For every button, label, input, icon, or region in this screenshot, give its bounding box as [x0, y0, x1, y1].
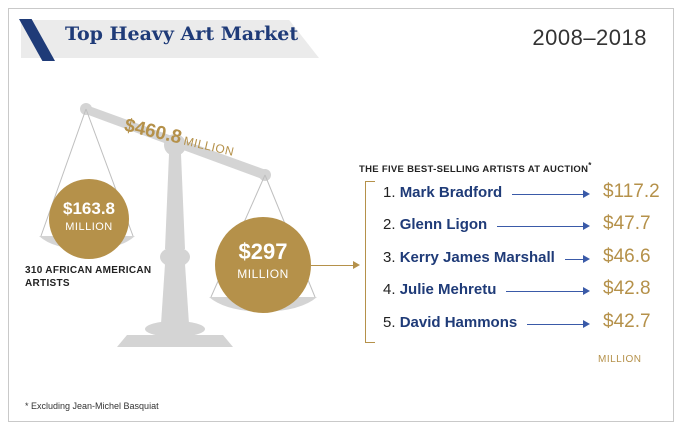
- artist-rank: 4.: [383, 281, 396, 298]
- row-arrow-line: [497, 226, 583, 227]
- left-pan-value-circle: $163.8 MILLION: [49, 179, 129, 259]
- artist-value: $117.2: [603, 181, 660, 202]
- scale-base-top: [145, 321, 205, 337]
- arrow-right-icon: [583, 190, 590, 198]
- scale-stem: [161, 264, 189, 324]
- artist-value: $47.7: [603, 213, 651, 234]
- scale-beam: [83, 106, 266, 179]
- artist-name: 1. Mark Bradford: [383, 184, 502, 201]
- table-row: 2. Glenn Ligon $47.7: [383, 213, 663, 237]
- artist-name: 2. Glenn Ligon: [383, 216, 487, 233]
- scale-post-knob: [160, 247, 190, 267]
- row-arrow-line: [565, 259, 583, 260]
- artist-name-text: Mark Bradford: [399, 184, 503, 201]
- artist-name: 4. Julie Mehretu: [383, 281, 496, 298]
- footnote-marker: *: [588, 161, 592, 170]
- table-row: 3. Kerry James Marshall $46.6: [383, 246, 663, 270]
- scale-string-left-a: [40, 108, 87, 237]
- infographic-card: Top Heavy Art Market 2008–2018: [8, 8, 674, 422]
- table-row: 1. Mark Bradford $117.2: [383, 181, 663, 205]
- left-pan-unit: MILLION: [65, 221, 113, 233]
- connector-line: [311, 265, 357, 266]
- year-range: 2008–2018: [532, 25, 647, 50]
- arrow-right-icon: [583, 222, 590, 230]
- african-american-artists-label: 310 AFRICAN AMERICAN ARTISTS: [25, 265, 152, 289]
- right-pan-value-circle: $297 MILLION: [215, 217, 311, 313]
- scale-base-foot: [117, 335, 233, 347]
- table-row: 4. Julie Mehretu $42.8: [383, 278, 663, 302]
- row-arrow-line: [506, 291, 583, 292]
- list-title: THE FIVE BEST-SELLING ARTISTS AT AUCTION…: [359, 161, 592, 176]
- artist-name-text: David Hammons: [399, 314, 518, 331]
- arrow-right-icon: [583, 287, 590, 295]
- row-arrow-line: [512, 194, 583, 195]
- unit-label: MILLION: [598, 354, 642, 365]
- table-row: 5. David Hammons $42.7: [383, 311, 663, 335]
- title-banner: [21, 20, 319, 58]
- page-title: Top Heavy Art Market: [65, 23, 299, 45]
- artist-rank: 3.: [383, 249, 396, 266]
- artist-name: 3. Kerry James Marshall: [383, 249, 555, 266]
- scale-post: [165, 154, 185, 249]
- left-pan-amount: $163.8: [63, 199, 115, 218]
- artist-value: $42.8: [603, 278, 651, 299]
- right-pan-amount: $297: [238, 239, 288, 264]
- arrow-right-icon: [583, 255, 590, 263]
- arrow-right-icon: [583, 320, 590, 328]
- artist-rank: 5.: [383, 314, 396, 331]
- row-arrow-line: [527, 324, 583, 325]
- artist-rank: 2.: [383, 216, 396, 233]
- footnote: * Excluding Jean-Michel Basquiat: [25, 401, 159, 411]
- artist-name-text: Julie Mehretu: [399, 281, 497, 298]
- list-bracket: [365, 181, 375, 343]
- artist-rank: 1.: [383, 184, 396, 201]
- artist-value: $42.7: [603, 311, 651, 332]
- artist-name-text: Glenn Ligon: [399, 216, 488, 233]
- artist-name-text: Kerry James Marshall: [399, 249, 555, 266]
- artist-value: $46.6: [603, 246, 651, 267]
- artist-name: 5. David Hammons: [383, 314, 517, 331]
- right-pan-unit: MILLION: [237, 267, 289, 281]
- connector-arrow-icon: [353, 261, 360, 269]
